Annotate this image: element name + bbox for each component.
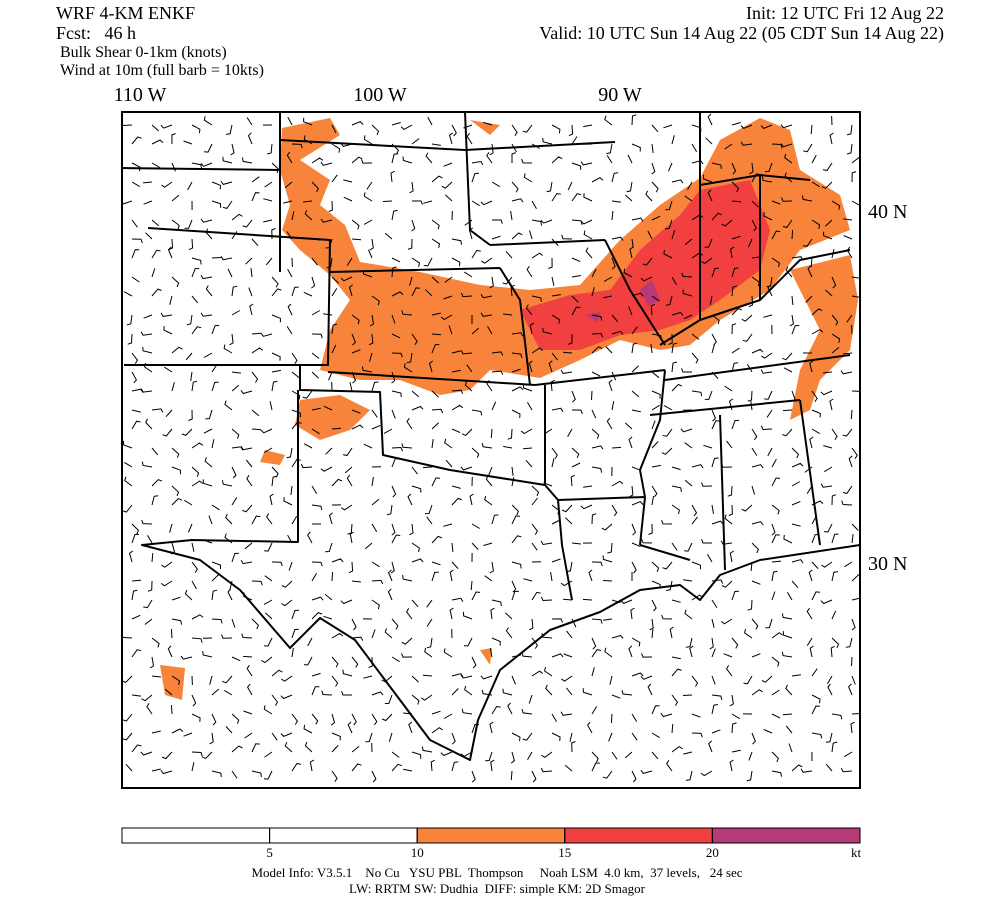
longitude-label: 90 W <box>598 84 642 106</box>
colorbar-segment <box>269 827 418 844</box>
shear-10kt <box>280 118 850 395</box>
shear-20kt <box>585 280 660 322</box>
footer-line: Model Info: V3.5.1 No Cu YSU PBL Thompso… <box>251 865 742 880</box>
colorbar-segment <box>121 827 271 844</box>
wind-title: Wind at 10m (full barb = 10kts) <box>60 62 264 79</box>
state-borders <box>122 112 860 761</box>
colorbar-tick-label: 10 <box>411 845 424 860</box>
longitude-label: 100 W <box>353 84 407 106</box>
valid-time: Valid: 10 UTC Sun 14 Aug 22 (05 CDT Sun … <box>539 23 944 44</box>
shear-10kt <box>160 120 500 700</box>
forecast-hour: Fcst: 46 h <box>56 23 136 43</box>
colorbar-tick-label: 5 <box>266 845 273 860</box>
shear-10kt <box>790 255 858 420</box>
longitude-label: 110 W <box>114 84 167 106</box>
colorbar-tick-label: 15 <box>558 845 571 860</box>
latitude-label: 40 N <box>868 201 907 223</box>
colorbar-segment <box>564 827 713 844</box>
colorbar-segment <box>711 827 861 844</box>
colorbar-segment <box>416 827 566 844</box>
latitude-label: 30 N <box>868 553 907 575</box>
map-area <box>122 112 860 783</box>
shear-shading <box>160 118 858 700</box>
colorbar-unit: kt <box>851 845 862 860</box>
field-title: Bulk Shear 0-1km (knots) <box>60 44 227 61</box>
colorbar-tick-label: 20 <box>706 845 719 860</box>
map-frame <box>121 111 861 789</box>
model-title: WRF 4-KM ENKF <box>56 3 195 23</box>
init-time: Init: 12 UTC Fri 12 Aug 22 <box>746 3 944 23</box>
footer-line: LW: RRTM SW: Dudhia DIFF: simple KM: 2D … <box>349 881 646 896</box>
